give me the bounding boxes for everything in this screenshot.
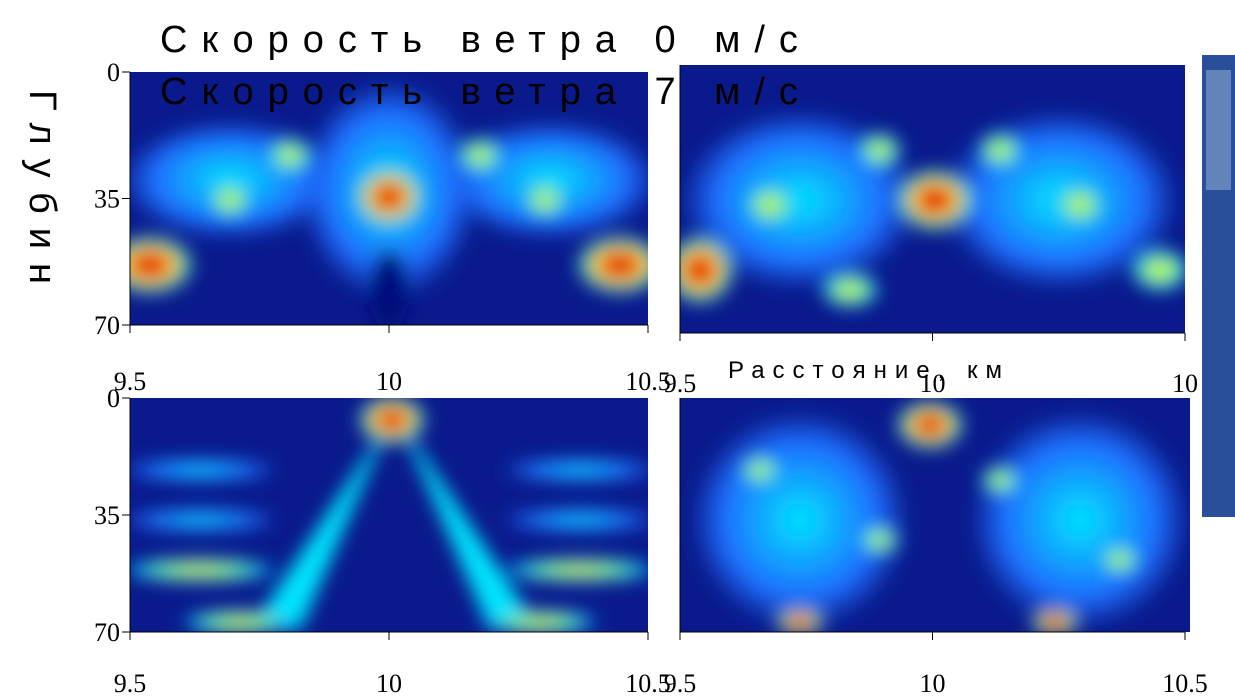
heatmap (680, 398, 1190, 636)
x-tick-label: 9.5 (664, 369, 697, 398)
x-tick-label: 10 (920, 669, 946, 698)
x-tick-label: 10 (920, 369, 946, 398)
y-tick-label: 70 (94, 311, 120, 340)
title: Скорость ветра 7 м/с (160, 71, 812, 113)
y-tick-label: 0 (107, 384, 120, 413)
x-tick-label: 10 (376, 367, 402, 396)
x-tick-label: 9.5 (664, 669, 697, 698)
x-axis-label: Расстояние, км (728, 357, 1010, 384)
slide: Скорость ветра 0 м/с Скорость ветра 7 м/… (0, 0, 1235, 699)
photo-detail (1206, 70, 1231, 190)
x-tick-label: 9.5 (114, 669, 147, 698)
title: Скорость ветра 0 м/с (160, 19, 812, 61)
y-tick-label: 35 (94, 501, 120, 530)
x-tick-label: 10 (376, 669, 402, 698)
y-tick-label: 35 (94, 185, 120, 214)
x-tick-label: 10 (1172, 369, 1198, 398)
y-tick-label: 70 (94, 618, 120, 647)
y-axis-label: Глубин (21, 90, 63, 298)
heatmap (120, 395, 660, 634)
y-tick-label: 0 (107, 58, 120, 87)
x-tick-label: 10.5 (1162, 669, 1208, 698)
